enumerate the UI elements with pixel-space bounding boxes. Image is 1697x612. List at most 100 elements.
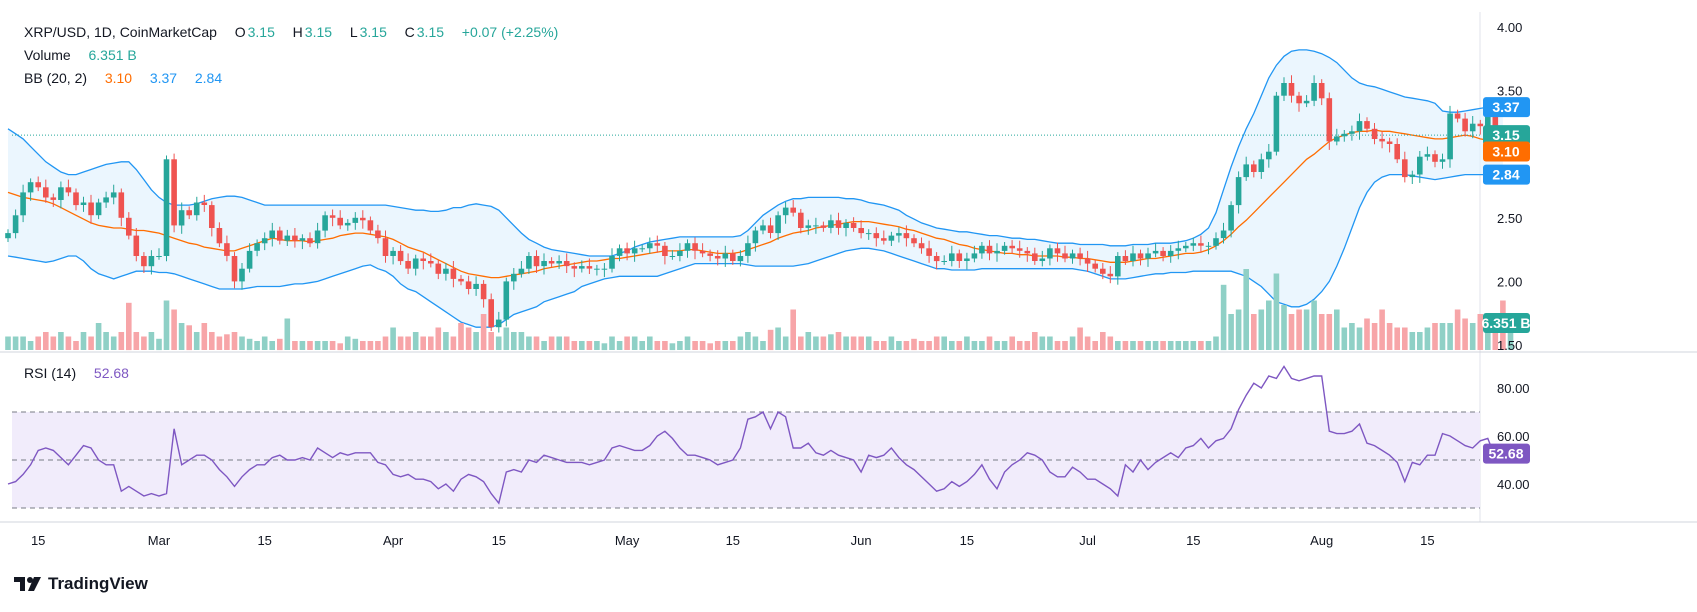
candle (73, 188, 79, 211)
volume-bar (35, 336, 41, 350)
volume-bar (465, 327, 472, 350)
candle-body (1273, 95, 1280, 152)
candle-body (1311, 83, 1317, 101)
candle-body (956, 253, 963, 261)
candle (1326, 92, 1333, 150)
volume-bar (933, 336, 940, 350)
volume-bar (881, 341, 887, 350)
volume-bar (639, 341, 645, 350)
candle-body (1326, 98, 1333, 142)
candle-body (1183, 245, 1189, 249)
candle-body (1439, 159, 1446, 162)
volume-bar (669, 343, 676, 351)
last-price-pill-text: 3.15 (1492, 127, 1519, 143)
volume-bar (277, 338, 283, 351)
tradingview-logo-icon (14, 577, 41, 591)
volume-bar (1084, 336, 1091, 350)
candle-body (896, 233, 902, 236)
candle (586, 258, 593, 274)
candle (178, 202, 185, 234)
volume-bar (888, 336, 895, 350)
candle-body (903, 233, 910, 239)
volume-bar (684, 336, 691, 350)
candle (896, 227, 902, 243)
candle (1402, 151, 1408, 183)
volume-bar (903, 341, 910, 350)
candle (1152, 243, 1159, 258)
candle-body (888, 235, 895, 241)
candle-body (677, 250, 683, 256)
volume-bar (329, 341, 336, 350)
candle (1311, 75, 1317, 107)
candle (949, 245, 955, 267)
candle-body (518, 268, 525, 274)
candle (873, 227, 880, 247)
candle (344, 219, 351, 231)
volume-bar (103, 332, 109, 350)
tradingview-brand[interactable]: TradingView (14, 574, 148, 594)
volume-bar (1477, 314, 1484, 350)
candle-body (58, 187, 64, 200)
candle (1462, 112, 1468, 137)
candle (1386, 137, 1393, 153)
bb-lower-value: 2.84 (194, 70, 223, 86)
candle (382, 230, 389, 263)
volume-bar (594, 341, 600, 350)
candle (1394, 138, 1400, 164)
candle (730, 249, 736, 265)
candle (360, 210, 366, 229)
candle-body (141, 256, 147, 267)
candle (782, 201, 789, 224)
candle (148, 250, 155, 275)
bb-lower-pill-text: 2.84 (1492, 167, 1519, 183)
candle-body (148, 256, 155, 267)
candle (277, 226, 283, 245)
candle-body (1454, 113, 1461, 119)
candle-body (1220, 230, 1227, 239)
candle-body (397, 250, 404, 262)
volume-bar (269, 341, 275, 350)
candle (193, 196, 200, 221)
candle-body (1334, 136, 1340, 142)
candle (1469, 116, 1476, 139)
volume-bar (662, 341, 668, 350)
candle (1092, 259, 1098, 273)
candle (843, 219, 849, 237)
candle-body (1462, 118, 1468, 132)
candle-body (586, 266, 593, 269)
candle-body (201, 202, 208, 205)
volume-bar (850, 336, 857, 350)
candle-body (563, 261, 570, 267)
candle-body (1092, 263, 1098, 269)
volume-bar (828, 334, 834, 350)
volume-bar (1349, 323, 1355, 350)
bb-upper-line (7, 49, 1503, 257)
candle-body (1303, 100, 1310, 104)
volume-bar (714, 341, 721, 350)
volume-bar (722, 341, 729, 350)
candle-body (284, 235, 291, 241)
candle (503, 277, 510, 327)
bb-lower-line (7, 173, 1503, 328)
volume-bar (647, 336, 653, 350)
candle (231, 252, 238, 289)
candle-body (503, 281, 510, 320)
candle (820, 221, 827, 232)
candle-body (1447, 113, 1453, 160)
volume-bar (1092, 341, 1098, 350)
candle-body (171, 159, 177, 226)
candle-body (994, 250, 1000, 254)
volume-bar (835, 332, 842, 350)
candle-body (669, 256, 676, 257)
candle (609, 248, 615, 273)
volume-bar (692, 341, 698, 350)
candle (533, 250, 540, 273)
candle-body (329, 215, 336, 218)
candle-body (1077, 253, 1083, 259)
candle (27, 178, 34, 201)
candle-body (1190, 243, 1197, 246)
candle-body (722, 253, 729, 259)
candle (737, 250, 744, 267)
